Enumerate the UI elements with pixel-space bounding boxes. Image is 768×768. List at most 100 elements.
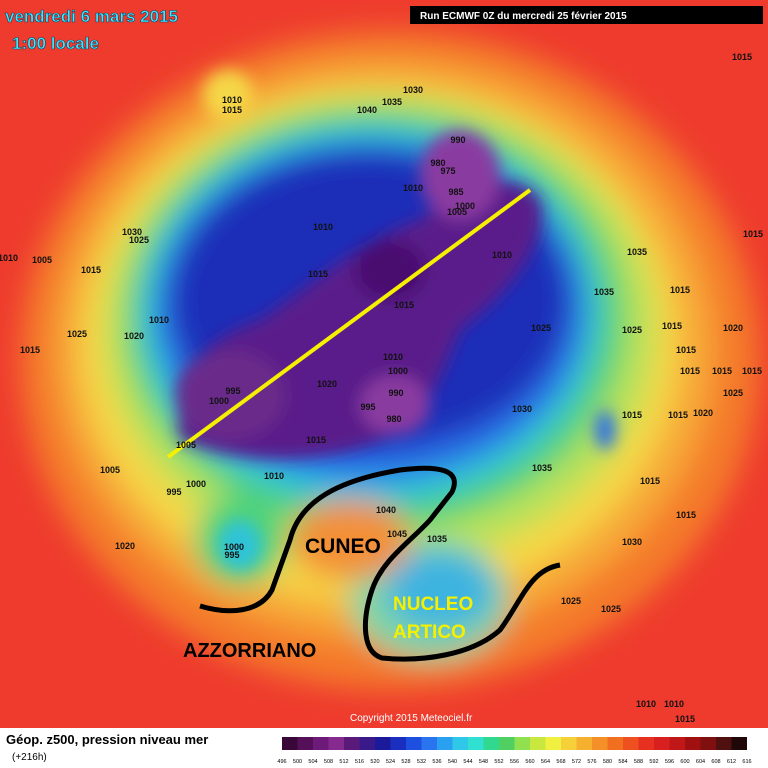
isobar-label: 1010	[636, 699, 656, 709]
isobar-label: 1025	[622, 325, 642, 335]
isobar-label: 1035	[594, 287, 614, 297]
legend-swatch	[654, 737, 670, 750]
legend-swatch	[669, 737, 685, 750]
isobar-label: 1030	[122, 227, 142, 237]
isobar-label: 1000	[186, 479, 206, 489]
isobar-label: 1010	[383, 352, 403, 362]
isobar-label: 995	[166, 487, 181, 497]
isobar-label: 1010	[222, 95, 242, 105]
legend-swatch	[390, 737, 406, 750]
legend-label: 608	[711, 759, 720, 765]
run-info: Run ECMWF 0Z du mercredi 25 février 2015	[420, 11, 627, 22]
isobar-label: 1035	[427, 534, 447, 544]
isobar-label: 1020	[693, 408, 713, 418]
isobar-label: 1010	[313, 222, 333, 232]
map-field: 1010101510301035104099098097598510001005…	[0, 0, 768, 728]
isobar-label: 1040	[357, 105, 377, 115]
legend-label: 544	[463, 759, 472, 765]
legend-swatch	[344, 737, 360, 750]
isobar-label: 1015	[222, 105, 242, 115]
isobar-label: 995	[224, 550, 239, 560]
legend-label: 536	[432, 759, 441, 765]
legend-swatch	[328, 737, 344, 750]
isobar-label: 1025	[601, 604, 621, 614]
legend-swatch	[499, 737, 515, 750]
legend-swatch	[530, 737, 546, 750]
legend-swatch	[576, 737, 592, 750]
legend-swatch	[700, 737, 716, 750]
isobar-label: 1015	[742, 366, 762, 376]
forecast-date: vendredi 6 mars 2015	[5, 7, 178, 26]
isobar-label: 1025	[723, 388, 743, 398]
isobar-label: 1015	[668, 410, 688, 420]
isobar-label: 1025	[531, 323, 551, 333]
legend-label: 548	[479, 759, 488, 765]
legend-label: 560	[525, 759, 534, 765]
legend-label: 596	[665, 759, 674, 765]
isobar-label: 1025	[129, 235, 149, 245]
legend-label: 588	[634, 759, 643, 765]
legend-label: 616	[742, 759, 751, 765]
isobar-label: 1000	[209, 396, 229, 406]
legend-swatch	[437, 737, 453, 750]
isobar-label: 985	[448, 187, 463, 197]
isobar-label: 1015	[732, 52, 752, 62]
legend-swatch	[561, 737, 577, 750]
isobar-label: 1005	[32, 255, 52, 265]
isobar-label: 980	[430, 158, 445, 168]
isobar-label: 995	[360, 402, 375, 412]
legend-label: 520	[370, 759, 379, 765]
isobar-label: 1015	[662, 321, 682, 331]
isobar-label: 1015	[670, 285, 690, 295]
isobar-label: 1025	[561, 596, 581, 606]
legend-swatch	[452, 737, 468, 750]
isobar-label: 1020	[124, 331, 144, 341]
annotation-outline	[199, 465, 561, 662]
legend-swatch	[282, 737, 298, 750]
annotation-label: ARTICO	[393, 622, 466, 643]
legend-label: 592	[649, 759, 658, 765]
legend-label: 508	[324, 759, 333, 765]
isobar-label: 1015	[676, 510, 696, 520]
legend-swatch	[685, 737, 701, 750]
annotation-label: CUNEO	[305, 535, 381, 558]
legend-swatch	[406, 737, 422, 750]
legend-label: 528	[401, 759, 410, 765]
legend-label: 584	[618, 759, 627, 765]
run-box	[410, 6, 763, 24]
legend-swatch	[716, 737, 732, 750]
legend-label: 572	[572, 759, 581, 765]
isobar-label: 1015	[743, 229, 763, 239]
isobar-label: 975	[440, 166, 455, 176]
isobar-label: 1015	[675, 714, 695, 724]
isobar-label: 1035	[382, 97, 402, 107]
isobar-label: 1015	[308, 269, 328, 279]
legend-swatch	[468, 737, 484, 750]
legend-label: 532	[417, 759, 426, 765]
isobar-label: 1015	[640, 476, 660, 486]
legend-swatch	[545, 737, 561, 750]
isobar-label: 1005	[447, 207, 467, 217]
forecast-time: 1:00 locale	[12, 34, 99, 53]
isobar-label: 980	[386, 414, 401, 424]
isobar-label: 1020	[317, 379, 337, 389]
legend-label: 512	[339, 759, 348, 765]
legend-label: 496	[277, 759, 286, 765]
isobar-label: 1030	[622, 537, 642, 547]
isobar-label: 1015	[306, 435, 326, 445]
legend-label: 504	[308, 759, 317, 765]
legend-swatch	[483, 737, 499, 750]
isobar-label: 1000	[455, 201, 475, 211]
legend-label: 576	[587, 759, 596, 765]
isobar-label: 1005	[176, 440, 196, 450]
trough-axis	[166, 188, 532, 459]
isobar-label: 1015	[676, 345, 696, 355]
legend-swatch	[375, 737, 391, 750]
isobar-label: 1015	[20, 345, 40, 355]
color-legend: 496 500 504 508 512 516 520 524 528 532 536 540 544 5…	[277, 737, 752, 765]
legend-label: 556	[510, 759, 519, 765]
isobar-label: 1015	[394, 300, 414, 310]
legend-label: 564	[541, 759, 550, 765]
isobar-label: 995	[225, 386, 240, 396]
legend-label: 612	[727, 759, 736, 765]
